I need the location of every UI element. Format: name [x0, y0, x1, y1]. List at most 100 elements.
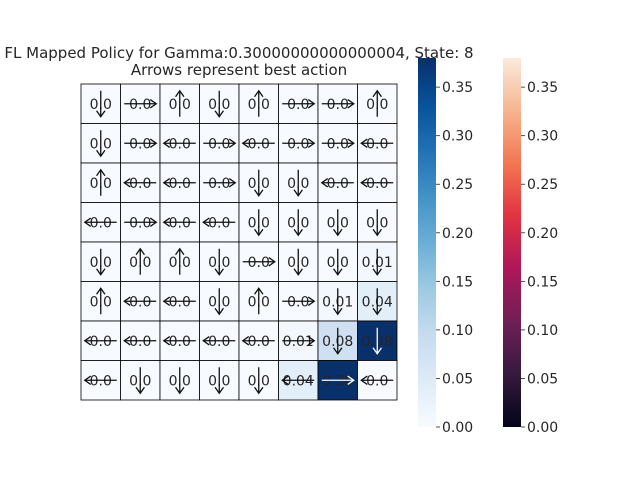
arrow-right-icon [242, 257, 276, 267]
arrow-down-icon [96, 248, 106, 276]
arrow-down-icon [96, 130, 106, 158]
arrow-down-icon [372, 288, 382, 316]
heatmap-cell: 0.0 [199, 241, 240, 282]
heatmap-cell: 0.0 [80, 162, 121, 203]
colorbar-tick-label: 0.30 [527, 129, 558, 145]
heatmap-cell: 0.0 [159, 281, 200, 322]
colorbar-tick-label: 0.35 [442, 80, 473, 96]
chart-subtitle: Arrows represent best action [131, 61, 347, 79]
arrow-up-icon [175, 247, 185, 275]
heatmap-cell-label: 0.0 [248, 255, 270, 271]
arrow-down-icon [214, 288, 224, 316]
heatmap-cell: 0.01 [278, 320, 319, 361]
arrow-down-icon [214, 367, 224, 395]
arrow-up-icon [254, 287, 264, 315]
heatmap-cell: 0.0 [159, 162, 200, 203]
heatmap-cell-label: 0.0 [129, 334, 151, 350]
arrow-left-icon [83, 375, 117, 385]
arrow-left-icon [123, 296, 157, 306]
heatmap-cell: 0.0 [120, 241, 161, 282]
heatmap-cell-label: 0.0 [327, 136, 349, 152]
arrow-right-icon [203, 178, 237, 188]
heatmap-cell-label: 0.0 [208, 215, 230, 231]
heatmap-cell: 0.0 [357, 162, 398, 203]
arrow-right-icon [124, 138, 158, 148]
colorbar-tick-label: 0.10 [527, 323, 558, 339]
heatmap-cell-label: 0.0 [287, 97, 309, 113]
arrow-left-icon [162, 138, 196, 148]
colorbar-tick-label: 0.15 [527, 274, 558, 290]
arrow-up-icon [96, 287, 106, 315]
heatmap-cell-label: 0.0 [248, 334, 270, 350]
heatmap-cell: 0.0 [238, 320, 279, 361]
arrow-right-icon [124, 217, 158, 227]
heatmap-cell: 0.0 [317, 123, 358, 164]
heatmap-cell: 0.01 [357, 241, 398, 282]
arrow-right-icon [321, 375, 355, 385]
heatmap-cell: 0.0 [120, 162, 161, 203]
heatmap-cell-label: 0.04 [283, 373, 314, 389]
arrow-right-icon [282, 296, 316, 306]
arrow-left-icon [162, 217, 196, 227]
chart-title: FL Mapped Policy for Gamma:0.30000000000… [4, 44, 473, 62]
colorbar-tick-label: 0.00 [527, 420, 558, 436]
heatmap-cell: 0.0 [159, 320, 200, 361]
heatmap-cell: 0.0 [357, 360, 398, 401]
arrow-left-icon [123, 336, 157, 346]
arrow-up-icon [135, 247, 145, 275]
colorbar-tick-label: 0.10 [442, 323, 473, 339]
heatmap-cell-label: 0.0 [90, 334, 112, 350]
heatmap-cell: 0.04 [357, 281, 398, 322]
colorbar-tick-label: 0.00 [442, 420, 473, 436]
colorbar-tick-label: 0.25 [442, 177, 473, 193]
heatmap-cell: 0.0 [159, 83, 200, 124]
arrow-right-icon [321, 99, 355, 109]
arrow-left-icon [281, 375, 315, 385]
heatmap-cell: 0.0 [159, 360, 200, 401]
heatmap-grid: 0.0 0.0 0.0 0.0 0.0 0.0 0.0 0.00.0 0.0 0.0 0.0 0.0 0… [80, 83, 398, 401]
arrow-right-icon [124, 99, 158, 109]
arrow-right-icon [282, 99, 316, 109]
heatmap-cell-label: 0.0 [208, 334, 230, 350]
heatmap-cell: 0.08 [317, 320, 358, 361]
heatmap-cell: 0.0 [120, 360, 161, 401]
heatmap-cell: 0.0 [357, 123, 398, 164]
arrow-down-icon [293, 209, 303, 237]
heatmap-cell-label: 0.0 [248, 136, 270, 152]
arrow-up-icon [254, 89, 264, 117]
arrow-left-icon [162, 336, 196, 346]
arrow-up-icon [372, 89, 382, 117]
heatmap-cell: 0.0 [199, 202, 240, 243]
colorbar-tick-label: 0.05 [527, 371, 558, 387]
arrow-down-icon [333, 288, 343, 316]
arrow-down-icon [372, 327, 382, 355]
arrow-left-icon [162, 296, 196, 306]
heatmap-cell: 0.0 [278, 241, 319, 282]
heatmap-cell: 0.0 [278, 83, 319, 124]
arrow-left-icon [162, 178, 196, 188]
heatmap-cell: 0.0 [278, 281, 319, 322]
arrow-down-icon [135, 367, 145, 395]
heatmap-cell: 0.0 [120, 123, 161, 164]
heatmap-cell-label: 0.0 [129, 294, 151, 310]
arrow-left-icon [241, 138, 275, 148]
colorbar-tick-label: 0.15 [442, 274, 473, 290]
colorbar-rocket: 0.00 0.05 0.10 0.15 0.20 0.25 0.30 0.35 [503, 58, 558, 436]
heatmap-cell: 0.0 [238, 202, 279, 243]
arrow-down-icon [254, 367, 264, 395]
heatmap-cell: 0.0 [120, 320, 161, 361]
heatmap-cell: 0.0 [199, 83, 240, 124]
arrow-left-icon [241, 336, 275, 346]
heatmap-cell: 0.0 [80, 202, 121, 243]
arrow-left-icon [360, 178, 394, 188]
heatmap-cell: 0.38 [317, 360, 358, 401]
arrow-down-icon [372, 248, 382, 276]
heatmap-cell: 0.0 [80, 281, 121, 322]
heatmap-cell-label: 0.0 [129, 176, 151, 192]
heatmap-cell-label: 0.0 [208, 136, 230, 152]
heatmap-cell: 0.0 [238, 241, 279, 282]
arrow-down-icon [333, 327, 343, 355]
heatmap-cell-label: 0.0 [327, 176, 349, 192]
heatmap-cell: 0.0 [199, 123, 240, 164]
